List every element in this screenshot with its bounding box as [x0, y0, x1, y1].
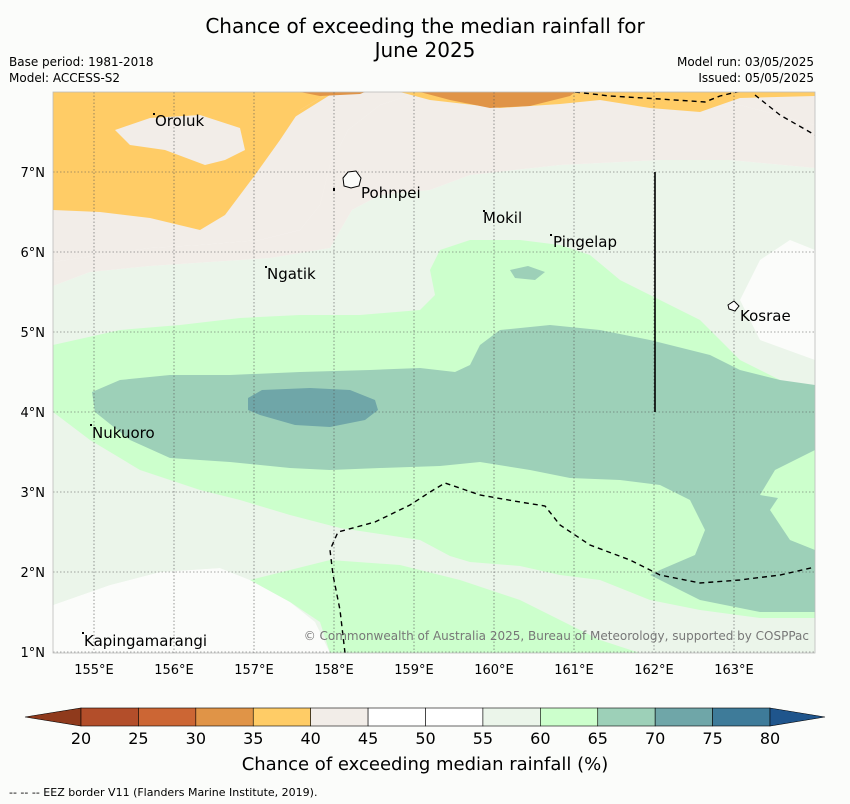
issued-text: Issued: 05/05/2025 — [698, 71, 814, 85]
contour-60-65-east-island — [760, 450, 815, 500]
map-contours — [53, 92, 815, 653]
colorbar-tick-label: 45 — [357, 729, 379, 748]
lon-label: 162°E — [634, 663, 674, 678]
chart-title: Chance of exceeding the median rainfall … — [0, 14, 850, 62]
contour-60-65-south — [53, 560, 640, 653]
lon-label: 159°E — [394, 663, 434, 678]
lon-label: 163°E — [714, 663, 754, 678]
colorbar-segment — [138, 707, 197, 727]
model-text: Model: ACCESS-S2 — [9, 71, 121, 85]
contour-oroluk-hole — [115, 115, 245, 165]
atoll-markers — [82, 113, 552, 634]
contour-55-60-south-band — [53, 505, 330, 605]
colorbar-tick-label: 30 — [185, 729, 206, 748]
colorbar-tick-label: 40 — [300, 729, 321, 748]
colorbar-tick-label: 70 — [644, 729, 666, 748]
colorbar-segment — [195, 707, 254, 727]
lon-label: 156°E — [154, 663, 194, 678]
colorbar-segment — [597, 707, 656, 727]
place-label-ngatik: Ngatik — [267, 265, 316, 283]
title-line-1: Chance of exceeding the median rainfall … — [205, 14, 645, 38]
map-frame — [52, 91, 816, 654]
lat-label: 6°N — [21, 246, 46, 261]
place-labels: Oroluk Pohnpei Mokil Pingelap Ngatik Kos… — [84, 112, 791, 650]
lon-label: 161°E — [554, 663, 594, 678]
contour-white-southwest — [53, 565, 330, 653]
lon-axis: 155°E 156°E 157°E 158°E 159°E 160°E 161°… — [74, 663, 754, 678]
colorbar-tick-label: 65 — [587, 729, 608, 748]
contour-65-70-small — [510, 266, 545, 280]
lat-label: 7°N — [21, 166, 46, 181]
contour-beige-band — [53, 92, 815, 286]
model-run-text: Model run: 03/05/2025 — [676, 55, 814, 69]
colorbar-segment — [425, 707, 484, 727]
colorbar-segment — [540, 707, 599, 727]
colorbar-segments — [80, 707, 771, 727]
colorbar-tick-label: 80 — [759, 729, 781, 748]
lon-label: 155°E — [74, 663, 114, 678]
colorbar-tick-label: 50 — [415, 729, 436, 748]
base-period-text: Base period: 1981-2018 — [9, 55, 154, 69]
colorbar-under-arrow — [24, 707, 82, 727]
lat-label: 1°N — [21, 646, 46, 661]
contour-35-40-west — [53, 92, 330, 230]
meta-left: Base period: 1981-2018 Model: ACCESS-S2 — [9, 54, 154, 86]
place-label-oroluk: Oroluk — [155, 112, 204, 130]
contour-30-35-small — [300, 92, 365, 96]
contour-white-east — [740, 240, 815, 360]
colorbar-segment — [252, 707, 311, 727]
graticule — [53, 92, 815, 653]
colorbar-tick-label: 35 — [243, 729, 264, 748]
place-label-mokil: Mokil — [483, 209, 522, 227]
place-label-pohnpei: Pohnpei — [361, 184, 421, 202]
colorbar-segment — [712, 707, 771, 727]
footer-note: -- -- -- EEZ border V11 (Flanders Marine… — [9, 786, 318, 799]
lat-label: 5°N — [21, 326, 46, 341]
pohnpei-island — [342, 170, 362, 189]
contour-30-35-north — [420, 92, 575, 108]
colorbar-tick-label: 60 — [530, 729, 551, 748]
colorbar-segment — [310, 707, 369, 727]
colorbar-tick-label: 20 — [70, 729, 92, 748]
colorbar-over-arrow — [769, 707, 826, 727]
colorbar-tick-label: 25 — [128, 729, 149, 748]
contour-35-40-mid — [290, 92, 330, 120]
contour-70-75 — [248, 388, 378, 427]
colorbar-segment — [654, 707, 713, 727]
lon-label: 157°E — [234, 663, 274, 678]
lat-label: 3°N — [21, 486, 46, 501]
eez-border — [329, 92, 815, 653]
place-label-kosrae: Kosrae — [740, 307, 791, 325]
colorbar-label: Chance of exceeding median rainfall (%) — [241, 754, 609, 775]
copyright-text: © Commonwealth of Australia 2025, Bureau… — [304, 629, 809, 643]
lat-axis: 7°N 6°N 5°N 4°N 3°N 2°N 1°N — [21, 166, 46, 661]
meta-right: Model run: 03/05/2025 Issued: 05/05/2025 — [677, 54, 814, 86]
place-label-pingelap: Pingelap — [553, 233, 617, 251]
place-label-nukuoro: Nukuoro — [92, 424, 155, 442]
colorbar-segment — [482, 707, 541, 727]
colorbar-tick-label: 75 — [702, 729, 723, 748]
colorbar-segment — [80, 707, 139, 727]
title-line-2: June 2025 — [374, 38, 476, 62]
colorbar-segment — [367, 707, 426, 727]
colorbar — [24, 707, 826, 727]
lat-label: 4°N — [21, 406, 46, 421]
lat-label: 2°N — [21, 566, 46, 581]
lon-label: 160°E — [474, 663, 514, 678]
colorbar-tick-label: 55 — [472, 729, 494, 748]
lon-label: 158°E — [314, 663, 354, 678]
kosrae-island — [727, 300, 740, 312]
place-label-kapingamarangi: Kapingamarangi — [84, 632, 207, 650]
